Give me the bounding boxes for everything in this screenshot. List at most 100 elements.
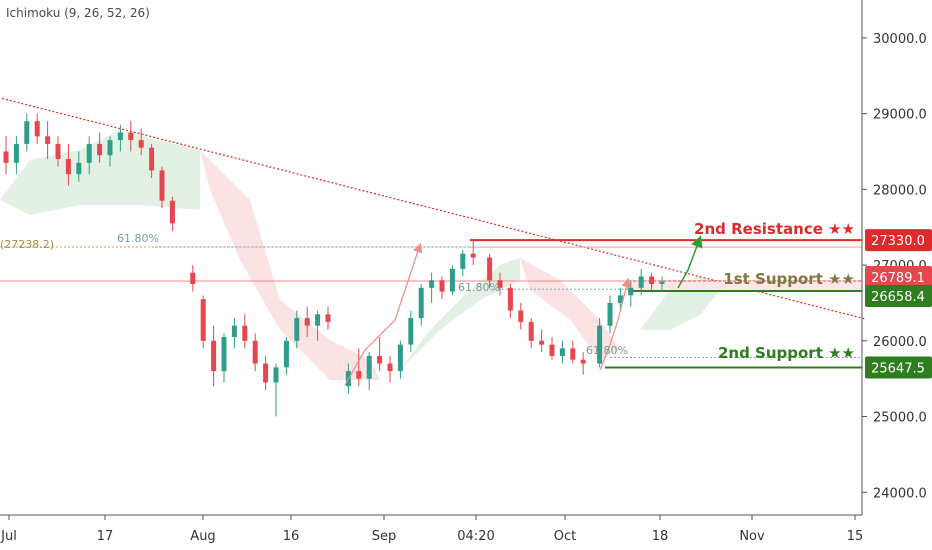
candle-body <box>617 295 623 303</box>
candle-body <box>366 355 372 379</box>
candle-body <box>128 132 134 141</box>
cloud-bear-2 <box>520 258 620 360</box>
candle-body <box>263 363 269 383</box>
candle-body <box>387 363 393 372</box>
price-axis[interactable]: 30000.029000.028000.027000.026000.025000… <box>861 0 927 515</box>
time-tick-label: Aug <box>190 529 215 544</box>
candle-body <box>628 287 634 296</box>
candle-body <box>429 280 435 288</box>
indicator-legend[interactable]: Ichimoku (9, 26, 52, 26) <box>6 6 150 20</box>
candle-body <box>117 132 123 141</box>
candle-body <box>45 136 51 144</box>
fib-left-value: (27238.2) <box>0 238 54 251</box>
candle-body <box>190 272 196 285</box>
candle-body <box>97 143 103 156</box>
level-labels: 2nd Resistance ★★ 1st Support ★★ 2nd Sup… <box>0 220 855 362</box>
candle-body <box>487 257 493 281</box>
candle-body <box>377 355 383 364</box>
candle-body <box>649 276 655 285</box>
level-label-2nd-resistance: 2nd Resistance ★★ <box>694 220 855 238</box>
candle-body <box>549 344 555 356</box>
candle-body <box>518 310 524 322</box>
price-badge <box>865 356 932 379</box>
candle-body <box>597 325 603 364</box>
time-tick-label: 15 <box>847 529 864 544</box>
price-tick-label: 26000.0 <box>873 335 927 350</box>
time-axis[interactable]: Jul 17 Aug 16 Sep 04:20 Oct 18 Nov 15 <box>0 514 864 544</box>
price-badge-label: 26658.4 <box>871 290 925 305</box>
candle-body <box>304 318 310 326</box>
candle-body <box>559 348 565 356</box>
candle-body <box>86 143 92 163</box>
ichimoku-cloud <box>0 130 720 380</box>
candle-body <box>528 321 534 341</box>
level-label-1st-support: 1st Support ★★ <box>723 270 855 288</box>
time-tick-label: 16 <box>283 529 300 544</box>
candle-body <box>507 287 513 311</box>
time-tick-label: Oct <box>554 529 576 544</box>
price-badge-label: 26789.1 <box>871 271 925 286</box>
time-tick-label: Sep <box>372 529 397 544</box>
candle-body <box>273 367 279 383</box>
candle-body <box>283 340 289 368</box>
candle-body <box>418 287 424 319</box>
candle-body <box>539 340 545 345</box>
projection-arrow-up <box>677 235 703 289</box>
candle-body <box>55 143 61 160</box>
price-tick-label: 24000.0 <box>873 486 927 501</box>
candle-body <box>580 359 586 364</box>
projection-arrow-oct <box>599 277 631 371</box>
candle-body <box>138 140 144 148</box>
candle-body <box>497 280 503 288</box>
candle-body <box>211 340 217 372</box>
price-badge <box>865 229 932 252</box>
price-tick-label: 30000.0 <box>873 32 927 47</box>
candle-body <box>221 337 227 372</box>
candle-body <box>325 314 331 322</box>
candle-body <box>449 268 455 292</box>
price-badge-label: 25647.5 <box>871 362 925 377</box>
projection-arrows <box>344 235 703 386</box>
level-label-2nd-support: 2nd Support ★★ <box>718 344 855 362</box>
candle-body <box>34 121 40 137</box>
price-badges: 27330.0 26789.1 26658.4 25647.5 <box>865 229 932 379</box>
price-badge <box>865 284 932 307</box>
projection-arrow-sep <box>344 242 423 386</box>
candle-body <box>607 302 613 326</box>
price-tick-label: 25000.0 <box>873 411 927 426</box>
candle-body <box>439 280 445 292</box>
candle-body <box>397 344 403 372</box>
candle-body <box>107 140 113 156</box>
fib-label-2: 61.80% <box>458 281 500 294</box>
candle-body <box>470 253 476 258</box>
candle-body <box>159 170 165 201</box>
time-tick-label: 17 <box>97 529 114 544</box>
candle-body <box>294 318 300 341</box>
price-tick-label: 29000.0 <box>873 108 927 123</box>
candle-body <box>65 159 71 175</box>
candle-body <box>408 318 414 345</box>
cloud-bull-2 <box>400 258 520 370</box>
candle-body <box>200 299 206 341</box>
candle-body <box>315 314 321 326</box>
fib-label-3: 61.80% <box>586 344 628 357</box>
fib-label-1: 61.80% <box>117 232 159 245</box>
candle-body <box>169 200 175 224</box>
time-tick-label: 04:20 <box>457 529 494 544</box>
trendline <box>1 97 867 320</box>
candle-body <box>638 276 644 288</box>
candle-body <box>460 253 466 269</box>
candles <box>3 113 665 417</box>
price-badge <box>865 266 932 289</box>
candle-body <box>76 162 82 175</box>
candle-body <box>13 143 19 163</box>
candle-body <box>24 121 30 144</box>
time-tick-label: Jul <box>0 529 17 544</box>
price-badge-label: 27330.0 <box>871 234 925 249</box>
time-tick-label: Nov <box>739 529 765 544</box>
candle-body <box>149 147 155 171</box>
cloud-bear-1 <box>200 150 380 380</box>
candle-body <box>231 325 237 338</box>
